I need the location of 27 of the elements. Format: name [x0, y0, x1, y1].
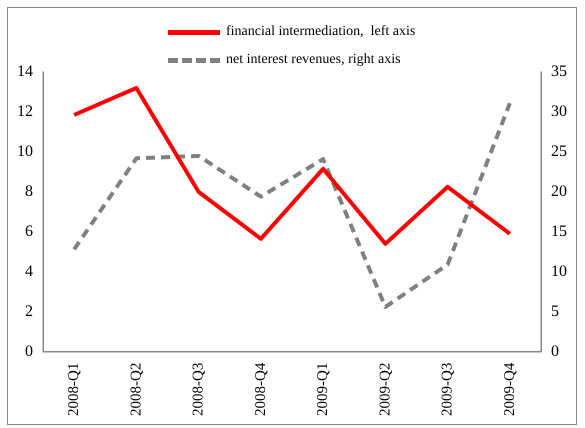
x-tick-label: 2008-Q2: [128, 362, 144, 416]
y2-tick-label: 20: [551, 183, 567, 200]
y2-tick-label: 10: [551, 262, 567, 280]
x-tick-label: 2009-Q2: [377, 362, 394, 416]
y-tick-label: 0: [25, 342, 33, 360]
legend-label: financial intermediation, left axis: [226, 24, 416, 40]
y2-tick-label: 0: [551, 342, 559, 360]
y-tick-label: 4: [25, 262, 33, 280]
x-tick-label: 2008-Q4: [252, 362, 269, 416]
y2-tick-label: 25: [551, 143, 567, 160]
x-tick-label: 2009-Q4: [502, 362, 518, 416]
y2-tick-label: 5: [551, 302, 559, 320]
y-tick-label: 8: [25, 183, 33, 200]
y-tick-label: 6: [25, 223, 33, 240]
y-tick-label: 10: [17, 143, 33, 160]
line-series: [72, 101, 512, 309]
x-tick-label: 2008-Q1: [66, 362, 82, 416]
y2-tick-label: 30: [551, 103, 567, 120]
x-tick-label: 2009-Q1: [315, 362, 332, 416]
x-tick-label: 2009-Q3: [440, 362, 456, 416]
y-tick-label: 12: [17, 103, 33, 120]
y-tick-label: 2: [25, 302, 33, 320]
y-tick-label: 14: [17, 63, 33, 80]
y2-tick-label: 15: [551, 223, 567, 240]
legend-label: net interest revenues, right axis: [226, 52, 401, 68]
y2-tick-label: 35: [551, 63, 567, 80]
x-tick-label: 2008-Q3: [190, 362, 207, 416]
